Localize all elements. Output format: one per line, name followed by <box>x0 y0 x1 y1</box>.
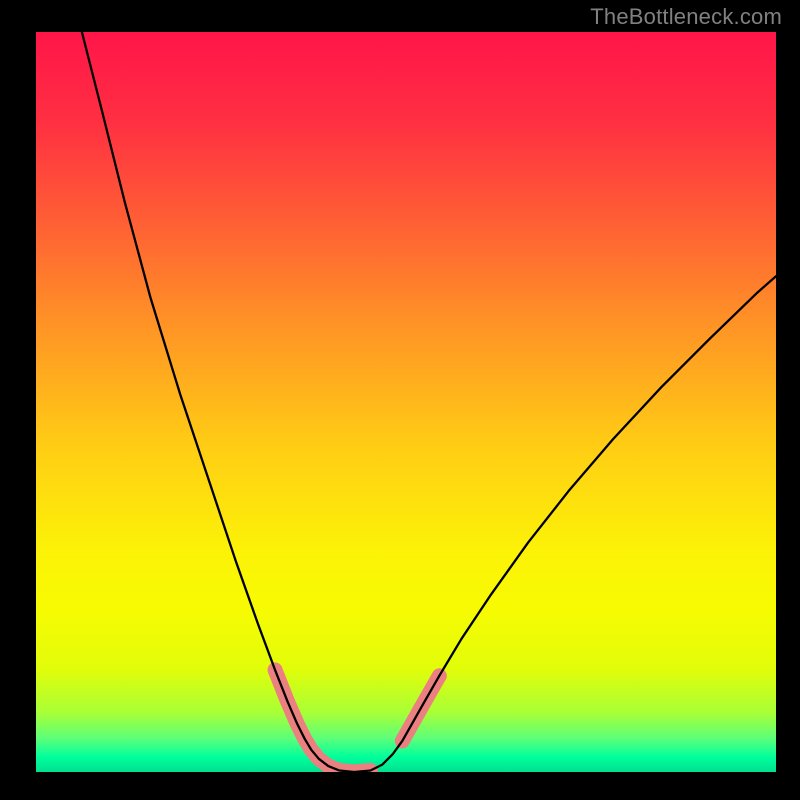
watermark-text: TheBottleneck.com <box>590 4 782 30</box>
plot-overlay-svg <box>36 32 776 772</box>
plot-area <box>36 32 776 772</box>
chart-root: TheBottleneck.com <box>0 0 800 800</box>
bottleneck-curve <box>82 32 776 772</box>
highlight-band-left <box>275 670 370 772</box>
